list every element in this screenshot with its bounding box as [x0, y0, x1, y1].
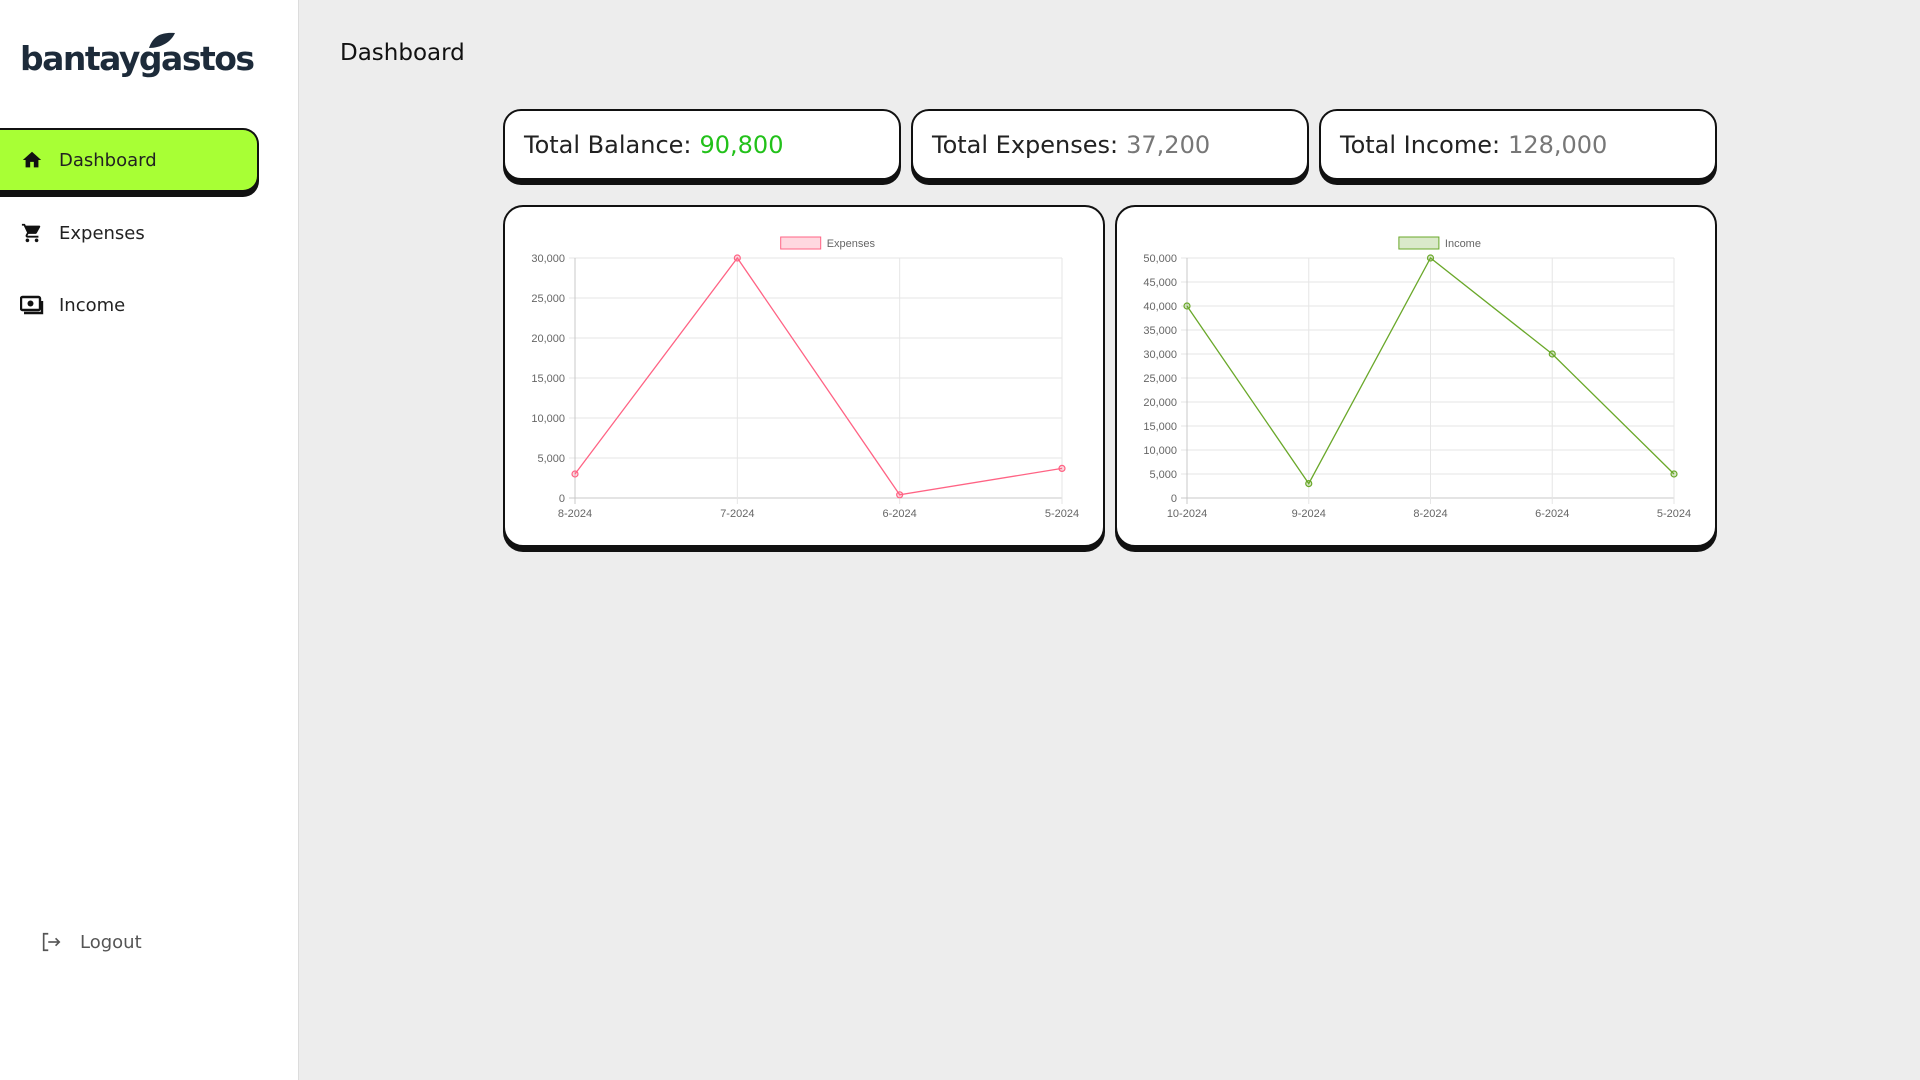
- y-tick-label: 0: [1171, 493, 1177, 505]
- y-tick-label: 10,000: [531, 413, 565, 425]
- total-income-label: Total Income:: [1340, 130, 1501, 159]
- legend-label: Income: [1445, 238, 1481, 250]
- x-tick-label: 10-2024: [1167, 508, 1207, 520]
- total-income-value: 128,000: [1508, 130, 1608, 159]
- sidebar: bantaygastos Dashboard Expenses Income: [0, 0, 299, 1080]
- x-tick-label: 6-2024: [1535, 508, 1569, 520]
- data-point: [1548, 350, 1556, 358]
- leaf-icon: [149, 32, 175, 48]
- y-tick-label: 25,000: [1143, 373, 1177, 385]
- cash-icon: [20, 293, 44, 317]
- data-point: [896, 491, 904, 499]
- y-tick-label: 5,000: [1149, 469, 1177, 481]
- y-tick-label: 15,000: [531, 373, 565, 385]
- data-point: [1305, 480, 1313, 488]
- data-point: [1058, 464, 1066, 472]
- total-expenses-card: Total Expenses: 37,200: [911, 109, 1309, 180]
- logout-button[interactable]: Logout: [40, 930, 142, 954]
- sidebar-item-income[interactable]: Income: [0, 273, 259, 337]
- logo-text: bantaygastos: [20, 39, 255, 78]
- data-point: [571, 470, 579, 478]
- sidebar-item-dashboard[interactable]: Dashboard: [0, 128, 259, 192]
- data-point: [1183, 302, 1191, 310]
- y-tick-label: 20,000: [1143, 397, 1177, 409]
- total-expenses-label: Total Expenses:: [932, 130, 1119, 159]
- x-tick-label: 7-2024: [720, 508, 754, 520]
- y-tick-label: 20,000: [531, 333, 565, 345]
- expenses-line-chart: 0 5,000 10,000 15,000 20,000 25,000 30,000 8-20…: [531, 236, 1079, 520]
- y-tick-label: 30,000: [1143, 349, 1177, 361]
- y-tick-label: 45,000: [1143, 277, 1177, 289]
- y-tick-label: 10,000: [1143, 445, 1177, 457]
- cart-icon: [20, 221, 44, 245]
- sidebar-item-expenses[interactable]: Expenses: [0, 201, 259, 265]
- y-tick-label: 5,000: [537, 453, 565, 465]
- data-point: [1426, 254, 1435, 262]
- page-title: Dashboard: [340, 40, 465, 66]
- x-tick-label: 8-2024: [558, 508, 592, 520]
- y-tick-label: 50,000: [1143, 253, 1177, 265]
- home-icon: [20, 148, 44, 172]
- sidebar-item-label: Dashboard: [59, 149, 157, 171]
- x-tick-label: 5-2024: [1045, 508, 1079, 520]
- data-point: [733, 254, 741, 262]
- income-line-chart: 0 5,000 10,000 15,000 20,000 25,000 30,000 35,0…: [1143, 236, 1691, 520]
- series-line: [574, 256, 1063, 496]
- x-tick-label: 6-2024: [883, 508, 917, 520]
- y-tick-label: 25,000: [531, 293, 565, 305]
- total-balance-label: Total Balance:: [524, 130, 692, 159]
- y-tick-label: 35,000: [1143, 325, 1177, 337]
- x-tick-label: 9-2024: [1292, 508, 1326, 520]
- y-tick-label: 40,000: [1143, 301, 1177, 313]
- logout-label: Logout: [80, 931, 142, 953]
- total-expenses-value: 37,200: [1126, 130, 1211, 159]
- y-tick-label: 0: [559, 493, 565, 505]
- y-tick-label: 15,000: [1143, 421, 1177, 433]
- series-line: [1186, 257, 1675, 485]
- total-balance-card: Total Balance: 90,800: [503, 109, 901, 180]
- logout-icon: [40, 930, 64, 954]
- total-balance-value: 90,800: [699, 130, 784, 159]
- legend-swatch: [780, 236, 822, 250]
- total-income-card: Total Income: 128,000: [1319, 109, 1717, 180]
- x-tick-label: 8-2024: [1413, 508, 1447, 520]
- sidebar-item-label: Income: [59, 294, 126, 316]
- y-tick-label: 30,000: [531, 253, 565, 265]
- data-point: [1670, 470, 1678, 478]
- x-tick-label: 5-2024: [1657, 508, 1691, 520]
- sidebar-item-label: Expenses: [59, 222, 145, 244]
- legend-label: Expenses: [827, 238, 876, 250]
- legend-swatch: [1398, 236, 1440, 250]
- expenses-chart-card: 0 5,000 10,000 15,000 20,000 25,000 30,000 8-20…: [503, 205, 1105, 547]
- income-chart-card: 0 5,000 10,000 15,000 20,000 25,000 30,000 35,0…: [1115, 205, 1717, 547]
- app-logo[interactable]: bantaygastos: [20, 28, 255, 78]
